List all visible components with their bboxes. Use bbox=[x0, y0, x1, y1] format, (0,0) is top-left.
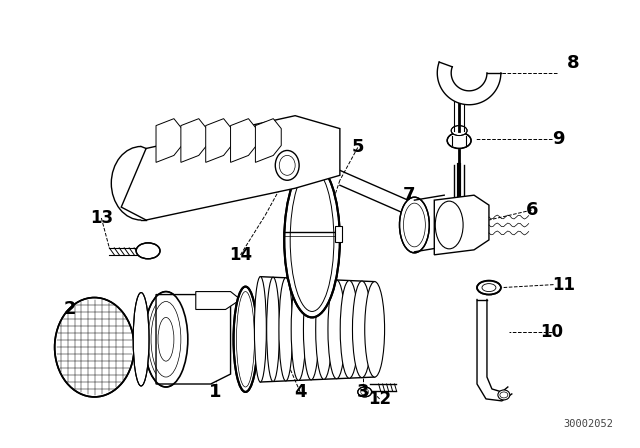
Text: 13: 13 bbox=[90, 209, 113, 227]
Ellipse shape bbox=[267, 277, 280, 381]
Ellipse shape bbox=[291, 278, 306, 380]
Ellipse shape bbox=[303, 279, 319, 380]
Polygon shape bbox=[230, 119, 257, 162]
Polygon shape bbox=[156, 119, 182, 162]
Text: 11: 11 bbox=[552, 276, 575, 293]
Ellipse shape bbox=[316, 280, 332, 379]
Ellipse shape bbox=[435, 201, 463, 249]
Ellipse shape bbox=[498, 390, 510, 400]
Ellipse shape bbox=[447, 133, 471, 148]
Ellipse shape bbox=[275, 151, 299, 180]
Polygon shape bbox=[181, 119, 207, 162]
Text: 9: 9 bbox=[552, 129, 564, 147]
Polygon shape bbox=[435, 195, 489, 255]
Ellipse shape bbox=[358, 387, 372, 397]
Text: 5: 5 bbox=[351, 138, 364, 156]
Polygon shape bbox=[196, 292, 241, 310]
Text: 12: 12 bbox=[368, 390, 391, 408]
Ellipse shape bbox=[451, 125, 467, 136]
Ellipse shape bbox=[234, 287, 257, 392]
Ellipse shape bbox=[133, 293, 149, 386]
Polygon shape bbox=[255, 119, 281, 162]
Polygon shape bbox=[205, 119, 232, 162]
Ellipse shape bbox=[136, 243, 160, 259]
Text: 4: 4 bbox=[294, 383, 307, 401]
Text: 7: 7 bbox=[403, 186, 416, 204]
Polygon shape bbox=[121, 116, 340, 220]
Text: 14: 14 bbox=[229, 246, 252, 264]
Text: 2: 2 bbox=[63, 301, 76, 319]
Text: 1: 1 bbox=[209, 383, 222, 401]
Text: 6: 6 bbox=[525, 201, 538, 219]
Ellipse shape bbox=[255, 277, 266, 382]
Ellipse shape bbox=[477, 280, 501, 294]
Ellipse shape bbox=[328, 280, 345, 379]
Text: 10: 10 bbox=[540, 323, 563, 341]
Ellipse shape bbox=[365, 282, 385, 377]
Ellipse shape bbox=[353, 281, 371, 378]
Polygon shape bbox=[156, 294, 230, 384]
Ellipse shape bbox=[340, 280, 358, 378]
Ellipse shape bbox=[399, 197, 429, 253]
Polygon shape bbox=[437, 62, 501, 105]
Text: 30002052: 30002052 bbox=[563, 419, 613, 429]
Polygon shape bbox=[335, 226, 342, 242]
Ellipse shape bbox=[144, 292, 188, 387]
Text: 3: 3 bbox=[356, 383, 369, 401]
Ellipse shape bbox=[284, 162, 340, 318]
Ellipse shape bbox=[54, 297, 134, 397]
Text: 8: 8 bbox=[567, 54, 580, 72]
Ellipse shape bbox=[279, 278, 292, 381]
